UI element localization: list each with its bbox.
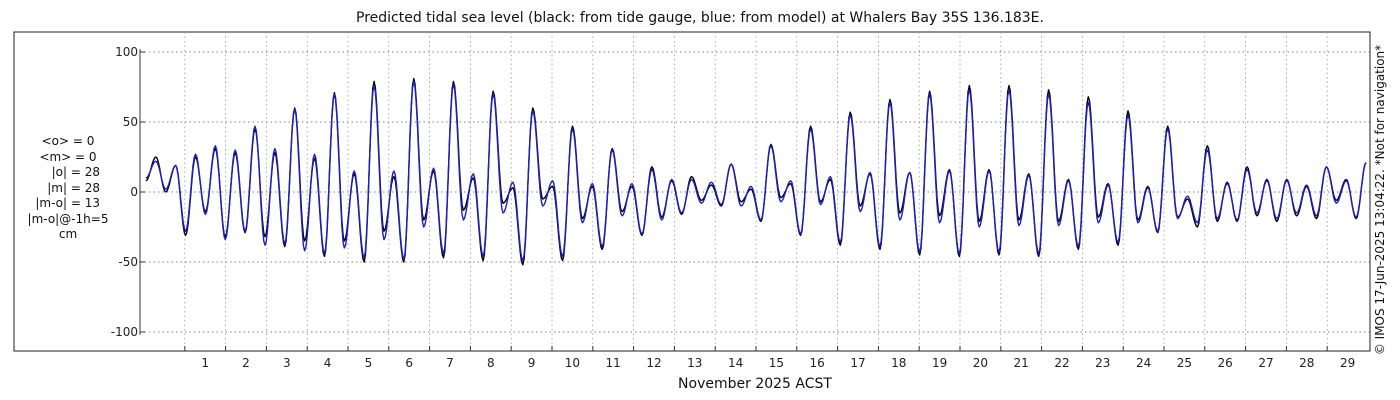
x-tick-label: 11 xyxy=(606,356,621,370)
y-tick-label: 50 xyxy=(123,115,138,129)
x-tick-label: 24 xyxy=(1136,356,1151,370)
series-line-model xyxy=(145,80,1367,262)
y-tick-label: -50 xyxy=(118,255,138,269)
x-tick-label: 17 xyxy=(850,356,865,370)
x-tick-label: 5 xyxy=(365,356,373,370)
x-tick-label: 26 xyxy=(1218,356,1233,370)
y-tick-labels: 100 50 0 -50 -100 xyxy=(111,45,138,339)
tick-marks xyxy=(139,49,1328,351)
x-tick-label: 2 xyxy=(242,356,250,370)
y-tick-label: 0 xyxy=(130,185,138,199)
grid-lines xyxy=(140,32,1370,351)
chart-title: Predicted tidal sea level (black: from t… xyxy=(356,10,1044,26)
stat-unit: cm xyxy=(58,227,78,241)
y-tick-label: -100 xyxy=(111,325,138,339)
x-axis-label: November 2025 ACST xyxy=(678,376,832,392)
x-tick-label: 13 xyxy=(687,356,702,370)
stat-model-abs: |m| = 28 xyxy=(47,180,100,195)
stats-panel: <o> = 0 <m> = 0 |o| = 28 |m| = 28 |m-o| … xyxy=(18,134,118,243)
stat-obs-abs: |o| = 28 xyxy=(51,165,100,179)
x-tick-label: 21 xyxy=(1014,356,1029,370)
x-tick-label: 10 xyxy=(565,356,580,370)
x-tick-label: 25 xyxy=(1177,356,1192,370)
x-tick-label: 23 xyxy=(1095,356,1110,370)
x-tick-label: 12 xyxy=(646,356,661,370)
x-tick-label: 18 xyxy=(891,356,906,370)
x-tick-label: 22 xyxy=(1054,356,1069,370)
stat-diff: |m-o| = 13 xyxy=(35,196,100,210)
x-tick-label: 1 xyxy=(201,356,209,370)
x-tick-label: 29 xyxy=(1340,356,1355,370)
axes-frame xyxy=(13,31,1371,352)
x-tick-label: 9 xyxy=(528,356,536,370)
credit-note: © IMOS 17-Jun-2025 13:04:22. *Not for na… xyxy=(1373,44,1387,356)
stat-obs-mean: <o> = 0 xyxy=(41,134,95,148)
stat-model-mean: <m> = 0 xyxy=(39,149,97,164)
x-tick-label: 20 xyxy=(973,356,988,370)
x-tick-label: 3 xyxy=(283,356,291,370)
x-tick-label: 6 xyxy=(405,356,413,370)
x-tick-label: 14 xyxy=(728,356,743,370)
y-tick-label: 100 xyxy=(115,45,138,59)
x-tick-label: 28 xyxy=(1299,356,1314,370)
x-tick-label: 16 xyxy=(810,356,825,370)
x-tick-labels: 1 2 3 4 5 6 7 8 9 10 11 12 13 14 15 16 17 18 19 20 21 22 23 24 2… xyxy=(201,356,1355,370)
x-tick-label: 8 xyxy=(487,356,495,370)
x-tick-label: 4 xyxy=(324,356,332,370)
stat-diff-lag: |m-o|@-1h=5 xyxy=(27,211,109,226)
series-lines xyxy=(145,77,1367,266)
x-tick-label: 27 xyxy=(1258,356,1273,370)
x-tick-label: 15 xyxy=(769,356,784,370)
x-tick-label: 7 xyxy=(446,356,454,370)
x-tick-label: 19 xyxy=(932,356,947,370)
